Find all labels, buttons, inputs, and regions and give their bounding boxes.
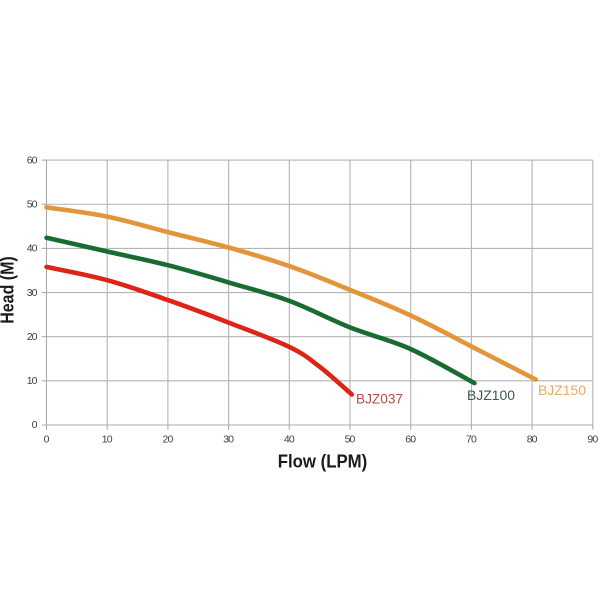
svg-text:BJZ100: BJZ100 xyxy=(467,388,515,403)
svg-text:0: 0 xyxy=(32,419,38,431)
svg-text:80: 80 xyxy=(527,434,538,446)
svg-text:60: 60 xyxy=(27,154,38,166)
svg-text:40: 40 xyxy=(27,243,38,255)
svg-text:30: 30 xyxy=(223,434,234,446)
svg-text:70: 70 xyxy=(466,434,477,446)
svg-text:BJZ037: BJZ037 xyxy=(356,392,403,407)
svg-text:30: 30 xyxy=(27,287,38,299)
svg-text:40: 40 xyxy=(284,434,295,446)
svg-text:60: 60 xyxy=(405,434,416,446)
svg-text:50: 50 xyxy=(345,434,356,446)
svg-text:90: 90 xyxy=(587,434,598,446)
svg-text:BJZ150: BJZ150 xyxy=(538,383,586,398)
svg-text:20: 20 xyxy=(27,331,38,343)
svg-text:0: 0 xyxy=(44,434,50,446)
svg-text:Head (M): Head (M) xyxy=(0,256,18,324)
svg-text:50: 50 xyxy=(27,199,38,211)
svg-text:10: 10 xyxy=(102,434,113,446)
svg-text:20: 20 xyxy=(163,434,174,446)
svg-text:Flow (LPM): Flow (LPM) xyxy=(278,451,368,472)
svg-text:10: 10 xyxy=(27,375,38,387)
